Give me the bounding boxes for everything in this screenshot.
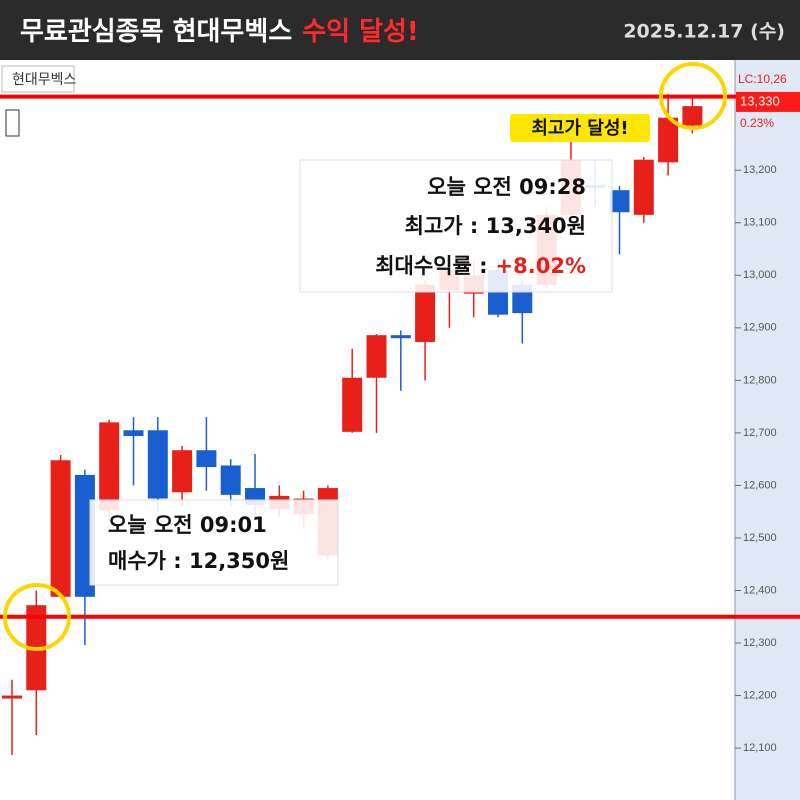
candle-body [50,460,71,597]
price-tag [736,91,800,112]
y-tick-label: 12,300 [743,637,777,649]
candle-body [415,284,436,343]
highlight-circle [659,62,727,130]
candle-body [99,422,120,511]
header-bar [0,0,800,60]
last-close-label: LC:10,26 [738,72,787,86]
candle-body [390,335,411,339]
title-main: 무료관심종목 현대무벡스 [20,17,292,47]
price-tag-label: 13,330 [740,93,780,108]
title-highlight: 수익 달성! [302,17,419,47]
candle-body [342,377,363,432]
badge-text: 최고가 달성! [531,118,628,139]
candle-body [633,159,654,215]
return-label: 최대수익률 : [375,254,487,278]
y-tick-label: 12,700 [743,427,777,439]
y-axis-panel [735,60,800,800]
candle-body [123,430,144,437]
candle-body [2,695,22,699]
y-tick-label: 12,500 [743,532,777,544]
y-tick-label: 12,400 [743,584,777,596]
annotation-text: 매수가 : 12,350원 [108,549,289,573]
annotation-box [299,159,613,293]
y-tick-label: 13,200 [743,164,777,176]
candle-body [658,117,679,163]
date: 2025.12.17 (수) [623,21,785,43]
y-tick-label: 13,100 [743,217,777,229]
candle-body [366,335,387,378]
annotation-box [89,499,339,586]
candle-body [172,450,193,493]
candle-body [609,190,630,213]
annotation-text: 오늘 오전 09:01 [108,513,267,537]
annotation-text: 오늘 오전 09:28 [427,175,586,199]
instrument-box [1,65,75,93]
y-tick-label: 12,800 [743,374,777,386]
overlay: 오늘 오전 09:01 매수가 : 12,350원 오늘 오전 09:28 최고… [3,62,727,651]
title: 무료관심종목 현대무벡스 수익 달성! [20,17,419,47]
y-tick-label: 12,100 [743,742,777,754]
candle-body [220,465,241,495]
candle-body [147,430,168,499]
price-change: 0.23% [740,116,774,130]
candle-body [196,450,217,468]
candle-body [682,106,703,126]
badge [510,114,650,142]
y-tick-label: 12,200 [743,689,777,701]
y-tick-label: 13,000 [743,269,777,281]
instrument: 현대무벡스 [12,72,77,88]
y-tick-label: 12,600 [743,479,777,491]
annotation-text: 최고가 : 13,340원 [405,214,586,238]
annotation-text: 최대수익률 : +8.02% [375,254,586,278]
y-tick-label: 12,900 [743,322,777,334]
icon [5,109,20,137]
return-value: +8.02% [496,254,586,278]
highlight-circle [3,583,71,651]
